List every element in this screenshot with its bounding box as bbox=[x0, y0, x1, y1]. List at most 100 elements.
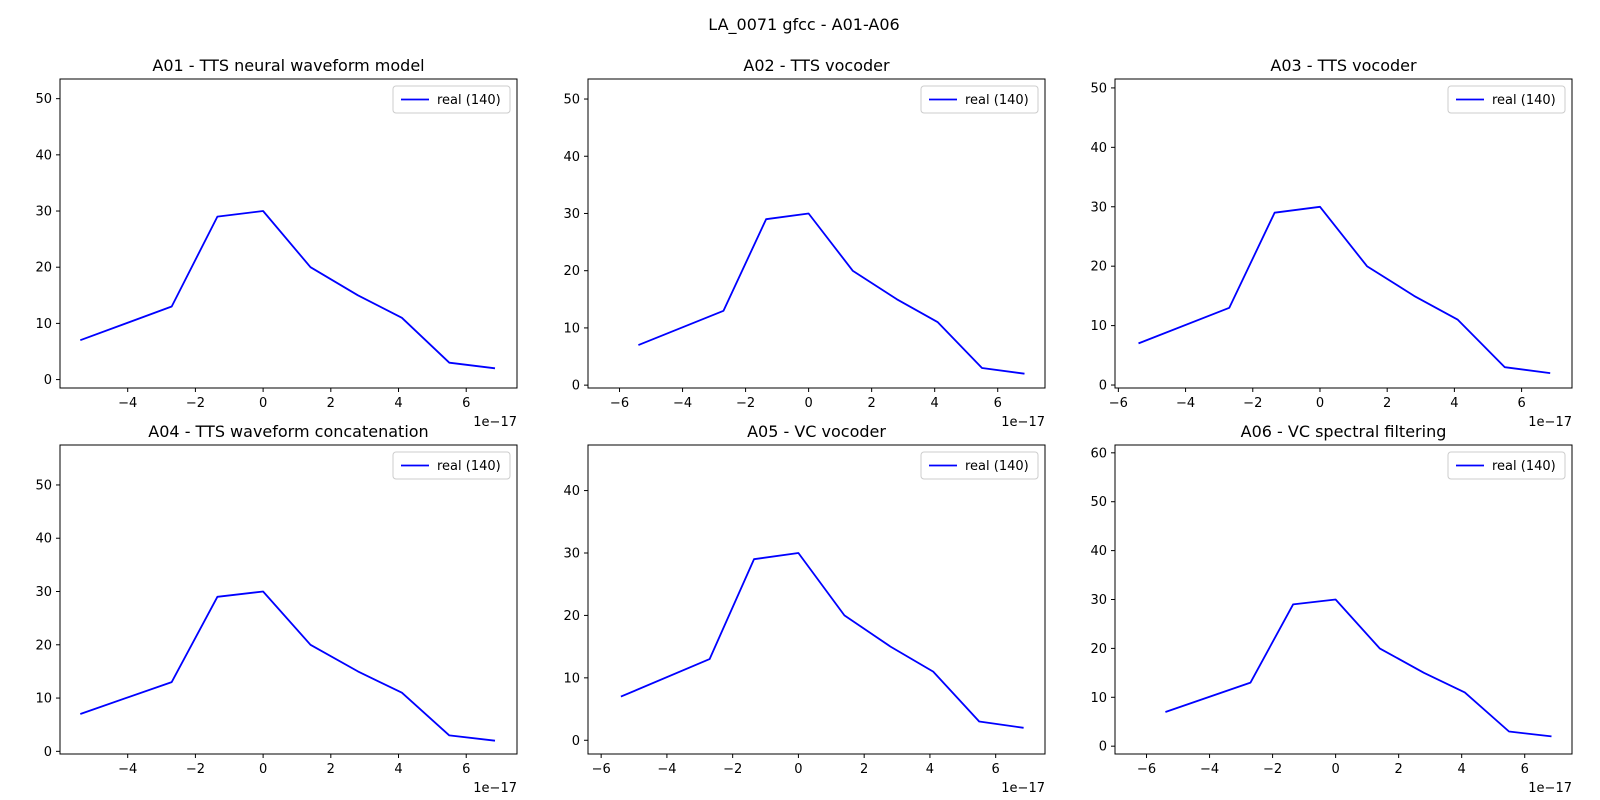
legend: real (140) bbox=[920, 451, 1039, 480]
x-tick-label: −4 bbox=[673, 396, 692, 411]
y-tick-label: 10 bbox=[35, 692, 52, 707]
x-tick-label: −4 bbox=[1200, 762, 1219, 777]
legend-label: real (140) bbox=[437, 93, 501, 108]
series-line bbox=[1138, 205, 1551, 374]
x-tick-label: 6 bbox=[462, 762, 470, 777]
y-tick-label: 50 bbox=[1090, 81, 1107, 96]
x-tick-label: 2 bbox=[327, 396, 335, 411]
x-tick-label: −4 bbox=[1176, 396, 1195, 411]
x-tick-label: −2 bbox=[736, 396, 755, 411]
series-line bbox=[1165, 598, 1552, 738]
axes-frame bbox=[587, 78, 1046, 389]
x-tick-label: 6 bbox=[994, 396, 1002, 411]
y-tick-label: 0 bbox=[44, 745, 52, 760]
y-tick-label: 0 bbox=[572, 379, 580, 394]
x-tick-label: −2 bbox=[723, 762, 742, 777]
subplot-5: A05 - VC vocoder 0 10 20 30 40 −6 −4 −2 0 2 4 61e−17… bbox=[563, 422, 1046, 796]
x-offset-label: 1e−17 bbox=[1528, 781, 1572, 796]
series-line bbox=[79, 210, 496, 370]
x-tick-label: 0 bbox=[1316, 396, 1324, 411]
x-offset-label: 1e−17 bbox=[1528, 415, 1572, 430]
y-tick-label: 20 bbox=[563, 264, 580, 279]
x-tick-label: 6 bbox=[462, 396, 470, 411]
x-offset-label: 1e−17 bbox=[1001, 781, 1045, 796]
y-tick-label: 0 bbox=[44, 373, 52, 388]
subplot-title: A06 - VC spectral filtering bbox=[1241, 422, 1447, 441]
y-tick-label: 10 bbox=[1090, 691, 1107, 706]
y-tick-label: 10 bbox=[563, 321, 580, 336]
axes-frame bbox=[59, 78, 518, 389]
y-tick-label: 50 bbox=[563, 93, 580, 108]
x-tick-label: 0 bbox=[804, 396, 812, 411]
y-tick-label: 40 bbox=[1090, 544, 1107, 559]
subplot-2: A02 - TTS vocoder 0 10 20 30 40 50 −6 −4 −2 0 2 4 6 1e… bbox=[563, 56, 1046, 430]
series-line bbox=[80, 590, 496, 742]
x-tick-label: −4 bbox=[118, 762, 137, 777]
legend-label: real (140) bbox=[965, 93, 1029, 108]
y-tick-label: 50 bbox=[35, 92, 52, 107]
y-tick-label: 20 bbox=[35, 638, 52, 653]
x-tick-label: 2 bbox=[868, 396, 876, 411]
x-offset-label: 1e−17 bbox=[473, 781, 517, 796]
y-tick-label: 20 bbox=[563, 609, 580, 624]
y-tick-label: 40 bbox=[35, 148, 52, 163]
y-tick-label: 10 bbox=[563, 671, 580, 686]
x-tick-label: 4 bbox=[926, 762, 934, 777]
x-tick-label: 2 bbox=[1395, 762, 1403, 777]
x-tick-label: 0 bbox=[794, 762, 802, 777]
x-tick-label: −2 bbox=[1243, 396, 1262, 411]
y-tick-label: 0 bbox=[572, 734, 580, 749]
y-tick-label: 20 bbox=[1090, 260, 1107, 275]
subplot-1: A01 - TTS neural waveform model010203040… bbox=[35, 56, 518, 430]
x-tick-label: −2 bbox=[186, 762, 205, 777]
y-tick-label: 20 bbox=[35, 261, 52, 276]
y-tick-label: 30 bbox=[563, 207, 580, 222]
legend: real (140) bbox=[1447, 85, 1566, 114]
x-tick-label: 0 bbox=[259, 396, 267, 411]
y-tick-label: 30 bbox=[1090, 200, 1107, 215]
y-tick-label: 30 bbox=[35, 585, 52, 600]
series-line bbox=[620, 552, 1024, 729]
y-tick-label: 10 bbox=[1090, 319, 1107, 334]
x-tick-label: 4 bbox=[931, 396, 939, 411]
legend: real (140) bbox=[392, 451, 511, 480]
legend: real (140) bbox=[920, 85, 1039, 114]
x-tick-label: −6 bbox=[592, 762, 611, 777]
axes-frame bbox=[1114, 444, 1573, 755]
x-tick-label: −4 bbox=[657, 762, 676, 777]
legend-box bbox=[392, 451, 511, 480]
x-tick-label: 6 bbox=[1521, 762, 1529, 777]
x-offset-label: 1e−17 bbox=[473, 415, 517, 430]
y-tick-label: 30 bbox=[35, 205, 52, 220]
subplot-title: A03 - TTS vocoder bbox=[1270, 56, 1417, 75]
legend-box bbox=[920, 451, 1039, 480]
legend-label: real (140) bbox=[1492, 459, 1556, 474]
legend-box bbox=[1447, 85, 1566, 114]
legend-label: real (140) bbox=[437, 459, 501, 474]
legend-box bbox=[1447, 451, 1566, 480]
x-tick-label: −2 bbox=[1263, 762, 1282, 777]
y-tick-label: 40 bbox=[563, 150, 580, 165]
x-offset-label: 1e−17 bbox=[1001, 415, 1045, 430]
subplot-4: A04 - TTS waveform concatenation01020304… bbox=[35, 422, 518, 796]
x-tick-label: 4 bbox=[1450, 396, 1458, 411]
legend-box bbox=[392, 85, 511, 114]
subplot-title: A01 - TTS neural waveform model bbox=[152, 56, 424, 75]
x-tick-label: 6 bbox=[1517, 396, 1525, 411]
y-tick-label: 10 bbox=[35, 317, 52, 332]
x-tick-label: 6 bbox=[992, 762, 1000, 777]
x-tick-label: 0 bbox=[259, 762, 267, 777]
x-tick-label: 2 bbox=[327, 762, 335, 777]
subplot-6: A06 - VC spectral filtering0102030405060… bbox=[1090, 422, 1573, 796]
y-tick-label: 20 bbox=[1090, 642, 1107, 657]
x-tick-label: 4 bbox=[394, 762, 402, 777]
y-tick-label: 40 bbox=[1090, 141, 1107, 156]
y-tick-label: 50 bbox=[35, 478, 52, 493]
x-tick-label: −6 bbox=[1109, 396, 1128, 411]
subplot-title: A05 - VC vocoder bbox=[747, 422, 886, 441]
legend: real (140) bbox=[392, 85, 511, 114]
y-tick-label: 30 bbox=[1090, 593, 1107, 608]
y-tick-label: 0 bbox=[1099, 379, 1107, 394]
